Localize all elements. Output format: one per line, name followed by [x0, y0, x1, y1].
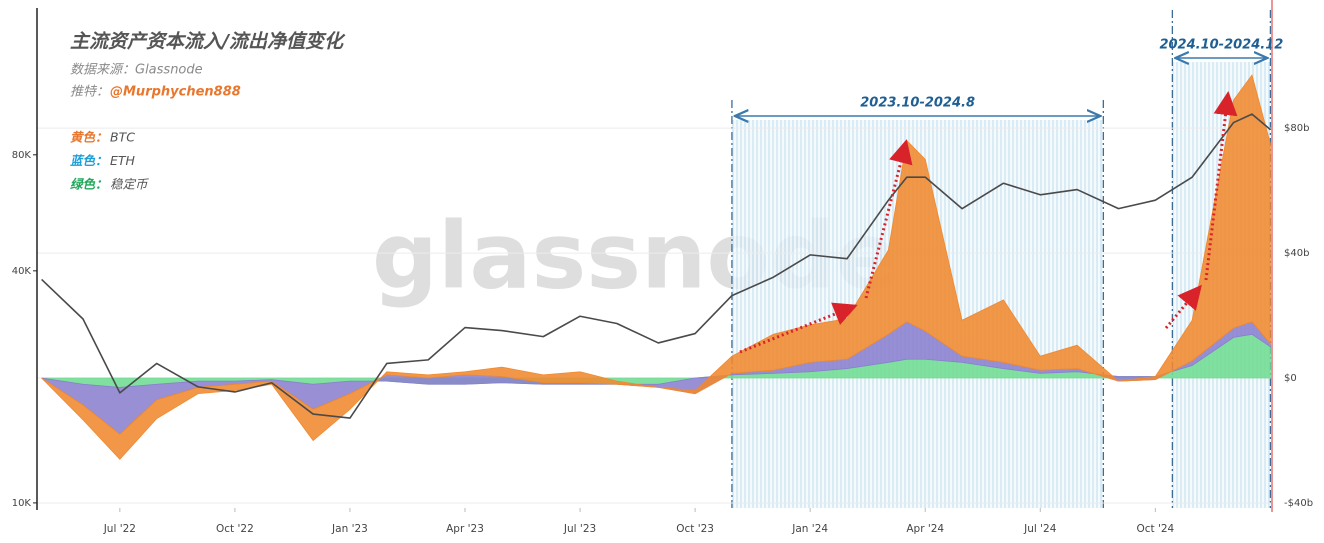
x-tick-label: Jul '22: [103, 523, 136, 535]
trend-arrow: [1164, 284, 1202, 329]
trend-arrow: [864, 139, 913, 299]
trend-arrow: [1204, 91, 1238, 281]
legend-prefix: 黄色：: [70, 130, 108, 145]
chart-title: 主流资产资本流入/流出净值变化: [70, 31, 346, 53]
flow-area: [41, 74, 1271, 460]
x-tick-label: Oct '22: [216, 523, 254, 535]
y2-tick-label: $40b: [1284, 248, 1309, 259]
legend-label: BTC: [110, 130, 135, 145]
x-tick-label: Jul '24: [1023, 523, 1057, 535]
range-label: 2024.10-2024.12: [1159, 38, 1283, 53]
legend-label: ETH: [110, 153, 136, 168]
handle: @Murphychen888: [110, 85, 241, 100]
plot-layer: [41, 74, 1271, 460]
x-tick-label: Jul '23: [563, 523, 596, 535]
x-tick-label: Jan '24: [791, 523, 828, 535]
price-line: [41, 113, 1271, 419]
y2-tick-label: $80b: [1284, 123, 1309, 134]
trend-arrows: [739, 91, 1238, 354]
handle-label: 推特：: [70, 85, 109, 100]
source: 数据来源：Glassnode: [70, 63, 203, 78]
range-label: 2023.10-2024.8: [860, 96, 975, 111]
y-tick-label: 10K: [12, 498, 32, 509]
y-tick-label: 40K: [12, 266, 32, 277]
x-tick-label: Apr '23: [446, 523, 484, 535]
y2-tick-label: -$40b: [1284, 498, 1313, 509]
legend-prefix: 蓝色：: [70, 153, 108, 168]
y-tick-label: 80K: [12, 150, 32, 161]
x-tick-label: Apr '24: [906, 523, 944, 535]
x-tick-label: Oct '24: [1136, 523, 1174, 535]
x-tick-label: Jan '23: [331, 523, 368, 535]
trend-arrow: [739, 302, 858, 354]
legend-prefix: 绿色：: [70, 177, 108, 192]
y2-tick-label: $0: [1284, 373, 1297, 384]
legend-label: 稳定币: [110, 177, 149, 192]
x-tick-label: Oct '23: [676, 523, 714, 535]
